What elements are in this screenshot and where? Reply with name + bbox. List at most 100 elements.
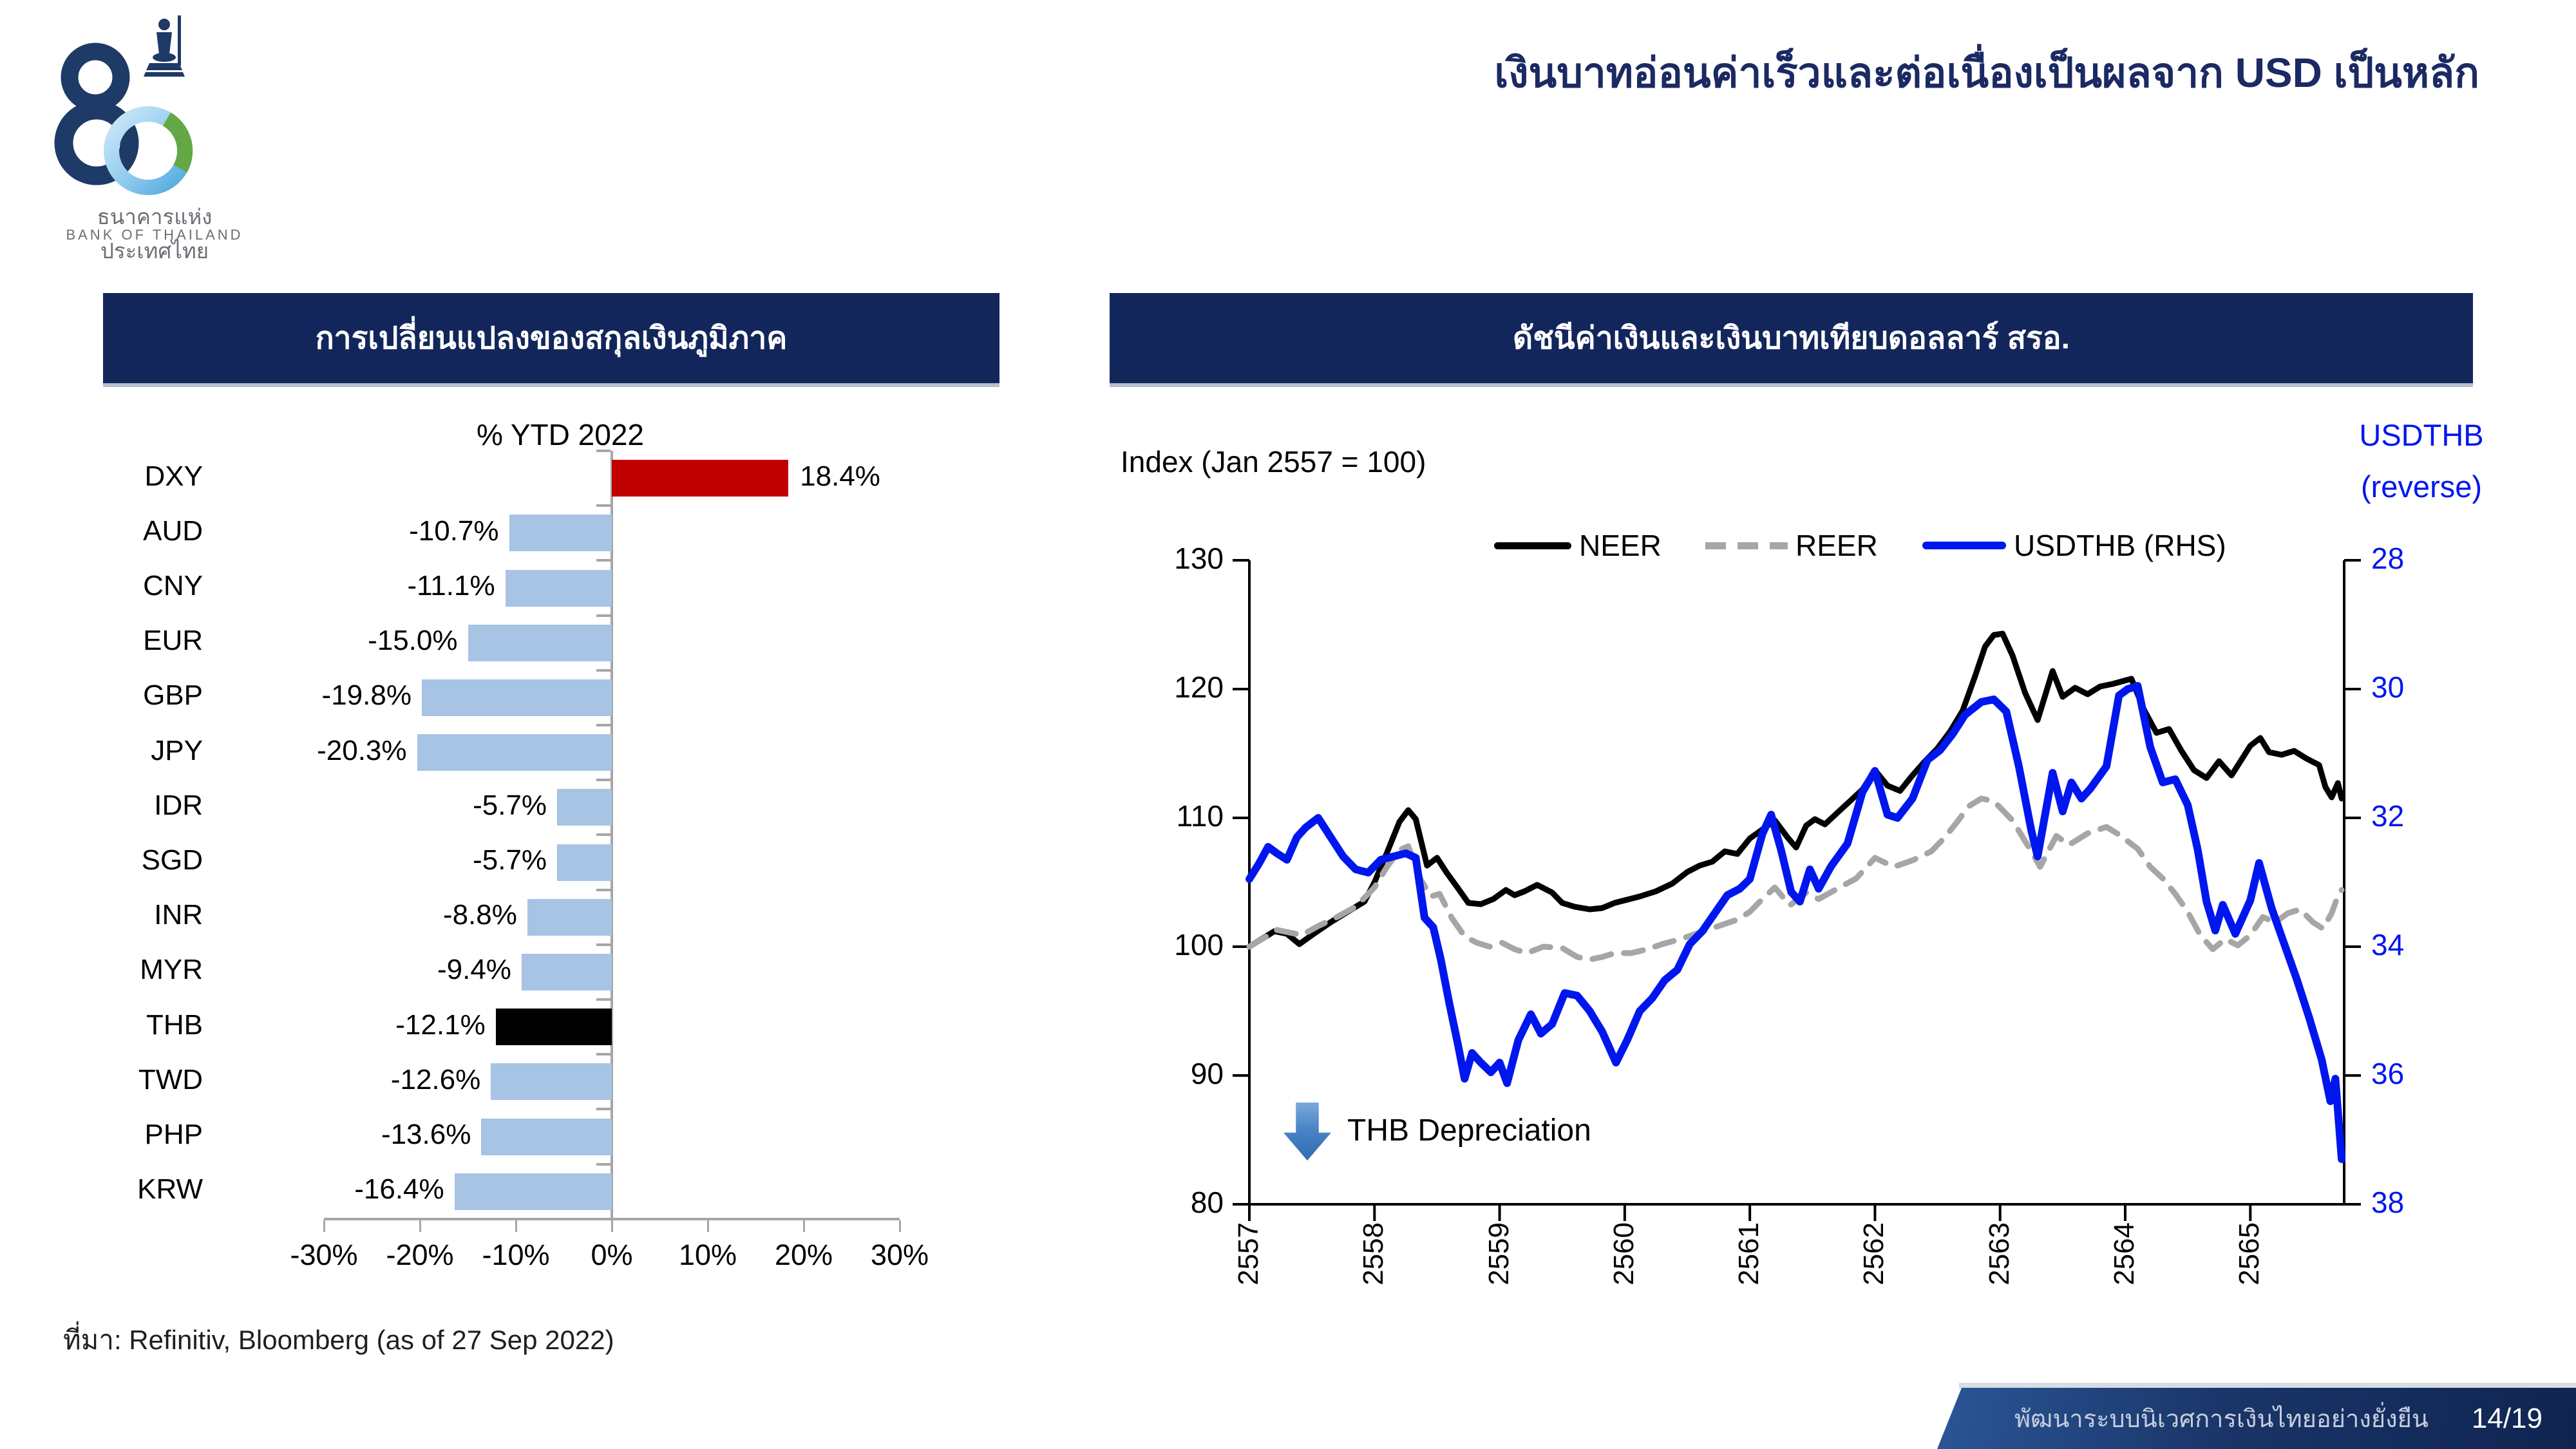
bar-axis-tick: [419, 1220, 421, 1232]
legend-neer: NEER: [1494, 529, 1662, 562]
bar-category-tick: [596, 833, 611, 837]
bar-category-tick: [596, 504, 611, 507]
bar-category-label: IDR: [154, 789, 203, 821]
x-axis-year-label: 2560: [1607, 1222, 1640, 1285]
left-axis-tick-label: 100: [1174, 928, 1224, 961]
bar-axis-tick: [323, 1220, 325, 1232]
bar-krw: [454, 1173, 612, 1210]
bar-value-label: -11.1%: [407, 570, 495, 601]
bar-value-label: 18.4%: [800, 460, 880, 492]
bar-value-label: -13.6%: [381, 1119, 471, 1150]
bar-category-tick: [596, 668, 611, 672]
bar-axis-tick-label: -30%: [290, 1238, 358, 1271]
bar-chart-title: % YTD 2022: [477, 418, 644, 451]
left-axis-tick-label: 110: [1176, 799, 1224, 833]
right-axis-title-line1: USDTHB: [2359, 418, 2484, 452]
slide-title: เงินบาทอ่อนค่าเร็วและต่อเนื่องเป็นผลจาก …: [1494, 50, 2479, 96]
right-axis-tick-label: 34: [2371, 928, 2405, 961]
right-axis-tick-label: 30: [2371, 670, 2405, 704]
bar-category-label: KRW: [137, 1173, 203, 1206]
bar-twd: [491, 1063, 612, 1101]
zero-icon: [104, 106, 193, 195]
left-axis-tick-label: 130: [1174, 542, 1224, 575]
bar-gbp: [421, 679, 612, 716]
thb-depreciation-annotation: THB Depreciation: [1347, 1113, 1591, 1148]
neerline: [1246, 630, 2345, 950]
bar-value-label: -12.6%: [390, 1063, 481, 1095]
x-axis-year-label: 2559: [1482, 1222, 1515, 1285]
bar-category-tick: [596, 1217, 611, 1220]
bar-category-label: CNY: [143, 570, 203, 601]
bar-category-tick: [596, 1162, 611, 1166]
bar-category-tick: [596, 888, 611, 891]
bar-category-label: SGD: [141, 844, 203, 876]
x-axis-year-label: 2563: [1983, 1222, 2015, 1285]
bar-category-tick: [596, 450, 611, 452]
bar-value-label: -19.8%: [321, 679, 412, 712]
usdthb-rhs-line: [1245, 682, 2346, 1163]
bar-category-tick: [596, 724, 611, 726]
eight-icon: [54, 43, 139, 185]
bar-axis-tick: [515, 1220, 517, 1232]
bar-sgd: [557, 844, 612, 881]
legend-usdthb-swatch-icon: [1922, 542, 2006, 549]
bar-eur: [468, 624, 612, 661]
bot-logo: ธนาคารแห่งประเทศไทย BANK OF THAILAND: [45, 14, 264, 263]
x-axis-year-label: 2561: [1733, 1222, 1765, 1285]
bar-category-axis: [611, 451, 613, 1220]
bar-category-label: EUR: [143, 625, 203, 657]
bar-category-label: THB: [146, 1009, 203, 1041]
bar-axis-tick-label: 20%: [774, 1238, 833, 1271]
bar-value-label: -12.1%: [395, 1009, 486, 1041]
right-axis-tick-label: 36: [2371, 1057, 2405, 1090]
bar-value-label: -5.7%: [473, 844, 547, 876]
bar-value-label: -10.7%: [409, 515, 499, 547]
bar-category-tick: [596, 1053, 611, 1056]
legend-neer-swatch-icon: [1494, 542, 1571, 549]
x-axis-year-label: 2557: [1233, 1222, 1264, 1285]
legend-reer: REER: [1705, 529, 1878, 562]
bar-myr: [521, 953, 612, 990]
reerline: [1246, 795, 2345, 963]
bar-cny: [505, 569, 612, 607]
bar-category-tick: [596, 1108, 611, 1111]
bar-value-label: -8.8%: [442, 899, 517, 931]
bar-category-label: AUD: [143, 515, 203, 547]
legend-reer-swatch-icon: [1705, 542, 1788, 549]
bar-category-label: DXY: [144, 460, 203, 492]
bar-category-tick: [596, 559, 611, 562]
bar-thb: [495, 1009, 612, 1046]
legend-usdthb-label: USDTHB (RHS): [2014, 529, 2226, 562]
bar-value-label: -9.4%: [437, 954, 511, 986]
bar-axis-tick: [898, 1220, 901, 1232]
bar-axis-tick-label: -20%: [386, 1238, 454, 1271]
bar-category-label: PHP: [144, 1119, 203, 1150]
bar-jpy: [417, 734, 612, 772]
bar-value-axis: [324, 1218, 900, 1220]
left-axis-tick-label: 90: [1190, 1057, 1224, 1090]
bot-80-logo-icon: [54, 15, 193, 195]
bar-axis-tick-label: -10%: [482, 1238, 550, 1271]
logo-thai-name: ธนาคารแห่งประเทศไทย: [97, 205, 213, 263]
x-axis-year-label: 2564: [2108, 1222, 2140, 1285]
left-axis-tick-label: 80: [1190, 1186, 1224, 1219]
source-note: ที่มา: Refinitiv, Bloomberg (as of 27 Se…: [63, 1325, 614, 1355]
bar-category-label: TWD: [138, 1063, 203, 1095]
footer-bar: พัฒนาระบบนิเวศการเงินไทยอย่างยั่งยืน 14/…: [1937, 1388, 2576, 1449]
right-axis-tick-label: 32: [2371, 799, 2405, 833]
bar-category-label: MYR: [140, 954, 203, 986]
bar-axis-tick: [706, 1220, 709, 1232]
bar-value-label: -5.7%: [473, 789, 547, 821]
right-axis-tick-label: 28: [2371, 542, 2405, 575]
bar-axis-tick: [802, 1220, 805, 1232]
left-panel-header: การเปลี่ยนแปลงของสกุลเงินภูมิภาค: [103, 293, 999, 383]
left-axis-tick-label: 120: [1174, 670, 1224, 704]
bar-category-tick: [596, 998, 611, 1001]
legend-reer-label: REER: [1795, 529, 1878, 562]
bar-dxy: [612, 460, 789, 497]
x-axis-year-label: 2558: [1358, 1222, 1390, 1285]
